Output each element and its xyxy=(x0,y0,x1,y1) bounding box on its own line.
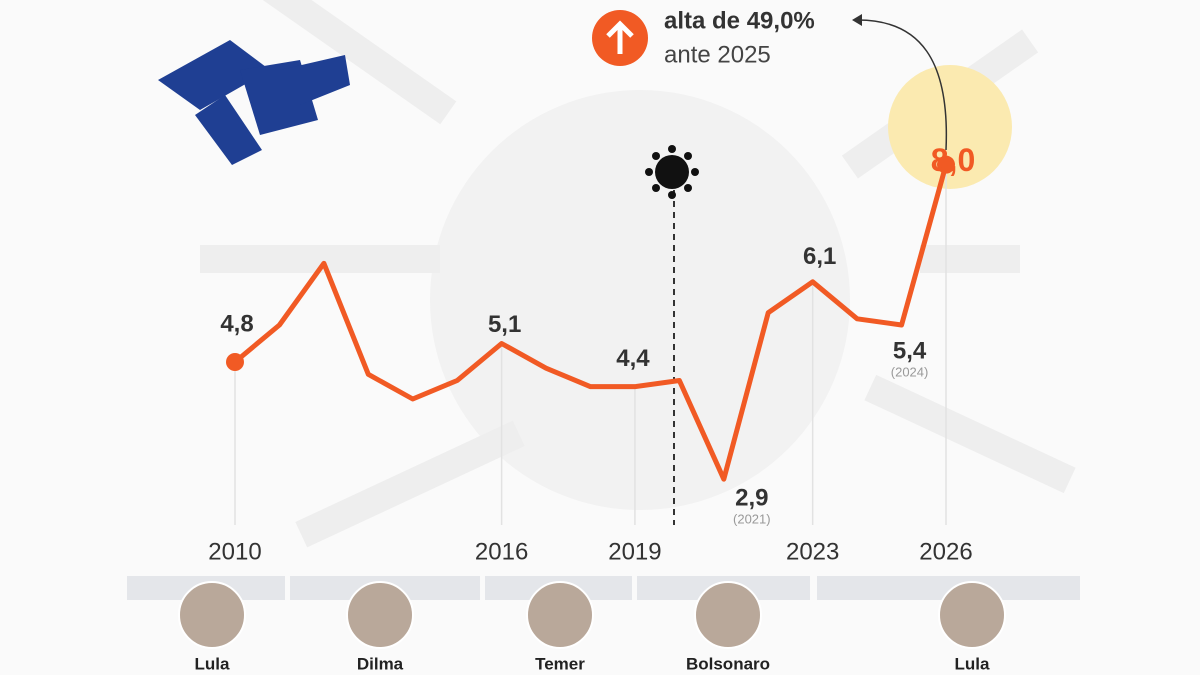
value-label: 2,9 xyxy=(735,485,768,512)
president-name: Lula xyxy=(955,654,990,673)
note: (2021) xyxy=(733,512,771,527)
arrow-head xyxy=(852,14,862,26)
value-label: 5,1 xyxy=(488,311,521,338)
value-label: 8,0 xyxy=(931,142,975,178)
photo xyxy=(694,581,762,649)
value-label: 5,4 xyxy=(893,337,927,364)
x-tick-label: 2016 xyxy=(475,538,528,565)
value-label: 6,1 xyxy=(803,243,836,270)
president-name: Lula xyxy=(195,654,230,673)
logo xyxy=(158,40,350,165)
x-tick-label: 2010 xyxy=(208,538,261,565)
annotation-headline: alta de 49,0% xyxy=(664,7,815,34)
highlight xyxy=(888,65,1012,189)
point xyxy=(937,155,955,174)
president-name: Temer xyxy=(535,654,585,673)
president-name: Bolsonaro xyxy=(686,654,770,673)
x-tick-label: 2023 xyxy=(786,538,839,565)
x-tick-label: 2026 xyxy=(919,538,972,565)
line xyxy=(233,163,949,482)
covid-icon xyxy=(645,145,699,199)
value-label: 4,8 xyxy=(220,310,253,337)
photo xyxy=(526,581,594,649)
note: (2024) xyxy=(891,364,929,379)
photo xyxy=(346,581,414,649)
value-label: 4,4 xyxy=(616,345,650,372)
up-arrow xyxy=(606,20,634,54)
point xyxy=(226,353,244,371)
annotation-text: ante 2025 xyxy=(664,41,771,68)
x-tick-label: 2019 xyxy=(608,538,661,565)
arrow xyxy=(857,19,948,151)
photo xyxy=(938,581,1006,649)
photo xyxy=(178,581,246,649)
president-name: Dilma xyxy=(357,654,404,673)
